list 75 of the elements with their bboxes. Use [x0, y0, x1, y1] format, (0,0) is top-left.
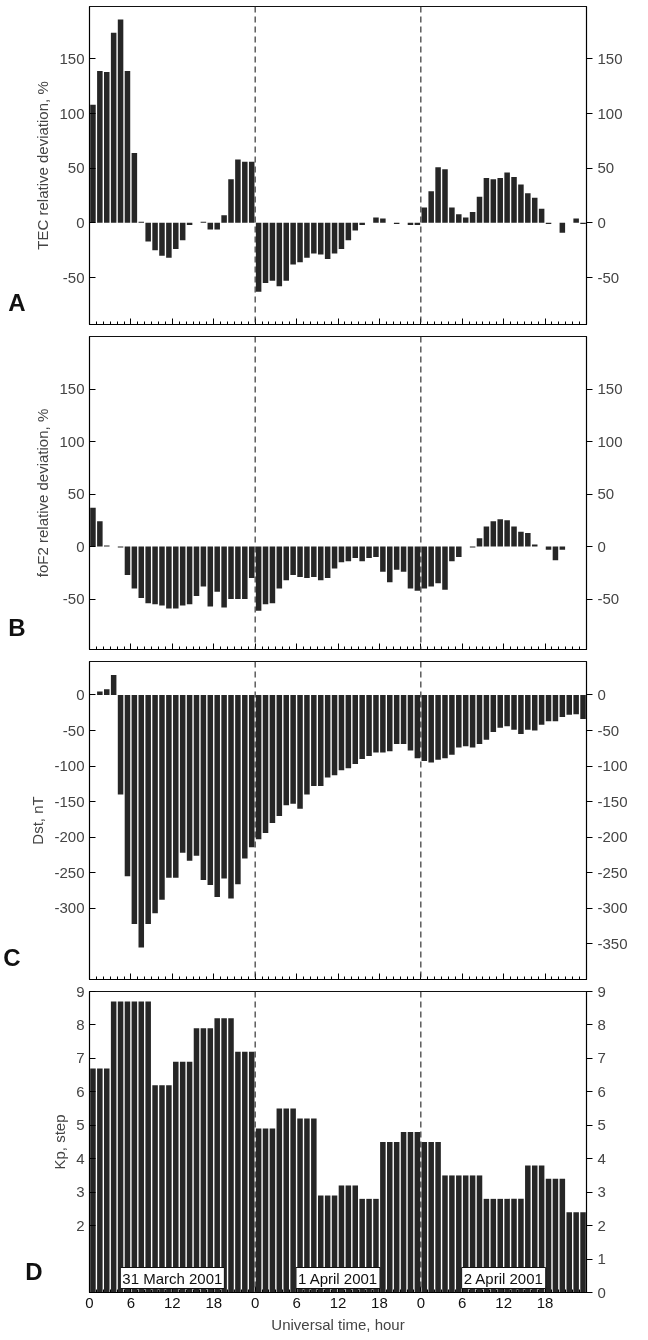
y2-tick-label: 150: [597, 49, 623, 67]
y-tick-label: -100: [54, 757, 85, 775]
y2-tick-label: 150: [597, 380, 623, 398]
x-tick-label: 0: [416, 1293, 426, 1311]
x-tick-label: 6: [458, 1293, 467, 1311]
y2-tick-label: -350: [597, 934, 628, 952]
annotation: 2 April 2001: [463, 1269, 543, 1287]
y-tick-label: -300: [54, 899, 85, 917]
y2-tick-label: -300: [597, 899, 628, 917]
y-tick-label: 100: [59, 104, 85, 122]
y-tick-label: 9: [76, 982, 85, 1000]
x-tick-label: 18: [205, 1293, 223, 1311]
y-tick-label: -250: [54, 863, 85, 881]
y2-tick-label: 5: [597, 1116, 606, 1134]
x-tick-label: 6: [292, 1293, 301, 1311]
y2-tick-label: 7: [597, 1049, 606, 1067]
x-tick-label: 12: [163, 1293, 181, 1311]
x-axis-title: Universal time, hour: [271, 1315, 405, 1333]
annotation: 31 March 2001: [122, 1269, 223, 1287]
y-tick-label: 150: [59, 380, 85, 398]
y-axis-title: foF2 relative deviation, %: [34, 408, 52, 578]
x-tick-label: 18: [371, 1293, 388, 1311]
y-tick-label: -50: [62, 590, 85, 608]
y2-tick-label: 50: [597, 159, 615, 177]
y2-tick-label: 8: [597, 1015, 606, 1033]
y2-tick-label: 1: [597, 1250, 606, 1268]
y-tick-label: 5: [76, 1116, 85, 1134]
y2-tick-label: 3: [597, 1183, 606, 1201]
text: B: [8, 614, 26, 642]
y-tick-label: 0: [76, 213, 85, 231]
y-tick-label: 6: [76, 1082, 85, 1100]
y-axis-title: Dst, nT: [29, 796, 47, 845]
y2-tick-label: 100: [597, 432, 623, 450]
text: A: [8, 288, 26, 316]
y-tick-label: 0: [76, 537, 85, 555]
y-tick-label: 8: [76, 1015, 85, 1033]
y-axis-title: TEC relative deviation, %: [34, 81, 52, 250]
y-tick-label: 7: [76, 1049, 85, 1067]
y2-tick-label: -150: [597, 792, 628, 810]
y-tick-label: 4: [76, 1149, 85, 1167]
y2-tick-label: 50: [597, 485, 615, 503]
text: C: [3, 943, 21, 971]
y2-tick-label: 9: [597, 982, 606, 1000]
y-tick-label: -50: [62, 268, 85, 286]
y2-tick-label: -50: [597, 721, 620, 739]
y2-tick-label: -50: [597, 268, 620, 286]
y-tick-label: 0: [76, 685, 85, 703]
y-axis-title: Kp, step: [51, 1114, 69, 1170]
y2-tick-label: 2: [597, 1216, 606, 1234]
x-tick-label: 0: [251, 1293, 260, 1311]
y2-tick-label: -250: [597, 863, 628, 881]
y-tick-label: -150: [54, 792, 85, 810]
y2-tick-label: 0: [597, 685, 606, 703]
y2-tick-label: -100: [597, 757, 628, 775]
x-tick-label: 18: [536, 1293, 554, 1311]
y2-tick-label: 0: [597, 537, 606, 555]
x-tick-label: 6: [126, 1293, 136, 1311]
y2-tick-label: 6: [597, 1082, 606, 1100]
y2-tick-label: -200: [597, 828, 628, 846]
x-tick-label: 12: [329, 1293, 347, 1311]
x-tick-label: 12: [495, 1293, 513, 1311]
y2-tick-label: 4: [597, 1149, 606, 1167]
y-tick-label: 100: [59, 432, 85, 450]
y-tick-label: 50: [67, 485, 85, 503]
y-tick-label: 50: [67, 159, 85, 177]
y-tick-label: 2: [76, 1216, 85, 1234]
y2-tick-label: 100: [597, 104, 623, 122]
y2-tick-label: 0: [597, 213, 606, 231]
y2-tick-label: -50: [597, 590, 620, 608]
y-tick-label: -50: [62, 721, 85, 739]
y-tick-label: 3: [76, 1183, 85, 1201]
annotation: 1 April 2001: [297, 1269, 378, 1287]
y-tick-label: 150: [59, 49, 85, 67]
text: D: [25, 1257, 43, 1285]
y-tick-label: -200: [54, 828, 85, 846]
